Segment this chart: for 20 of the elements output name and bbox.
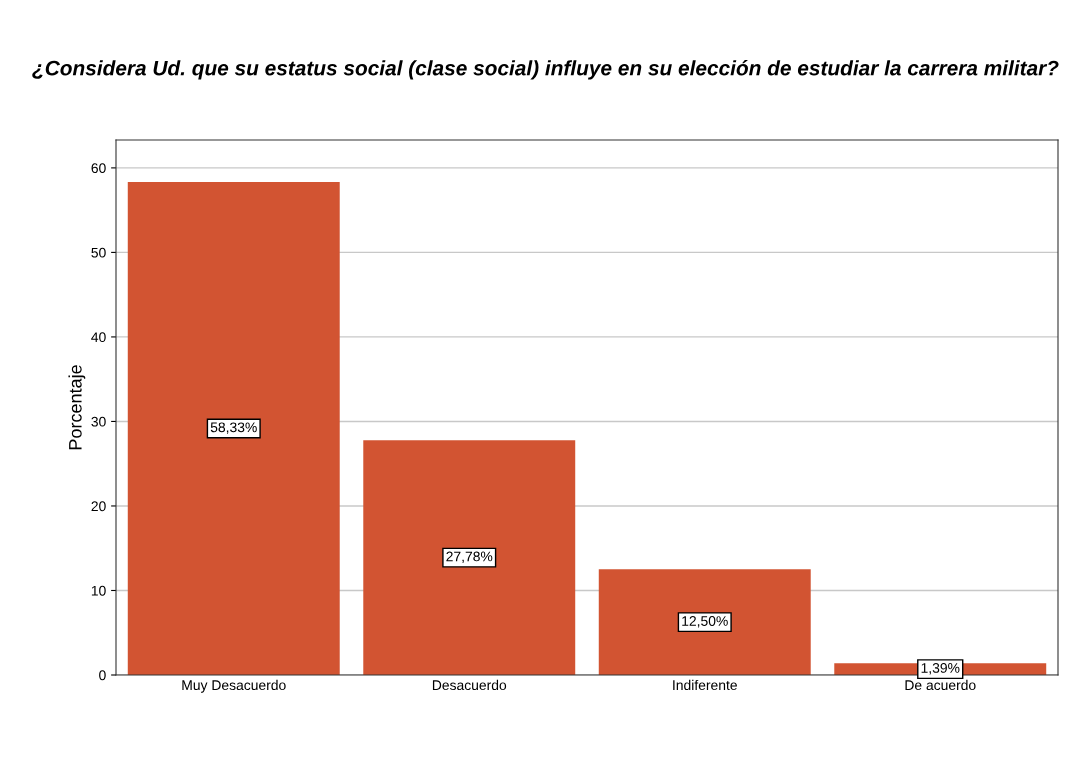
data-label: 58,33% [210, 422, 257, 434]
y-tick-label: 60 [91, 163, 106, 174]
bar [363, 440, 576, 675]
x-tick-label: Muy Desacuerdo [182, 679, 286, 693]
y-tick-label: 0 [99, 670, 106, 681]
x-tick-label: De acuerdo [905, 679, 976, 691]
chart-title: ¿Considera Ud. que su estatus social (clase social) influye en su elección de estudiar la carrera militar? [32, 60, 1059, 80]
y-tick-label: 40 [91, 332, 106, 343]
y-tick-label: 10 [91, 585, 106, 596]
data-label: 12,50% [682, 616, 728, 628]
x-tick-label: Indiferente [673, 679, 737, 691]
bar [127, 182, 340, 675]
data-label: 27,78% [446, 551, 493, 563]
x-tick-label: Desacuerdo [432, 679, 507, 691]
data-label: 1,39% [921, 663, 960, 675]
y-tick-label: 20 [91, 501, 106, 512]
y-axis-title: Porcentaje [68, 365, 86, 450]
y-tick-label: 50 [91, 247, 106, 258]
y-tick-label: 30 [91, 416, 106, 427]
bar [598, 569, 811, 675]
